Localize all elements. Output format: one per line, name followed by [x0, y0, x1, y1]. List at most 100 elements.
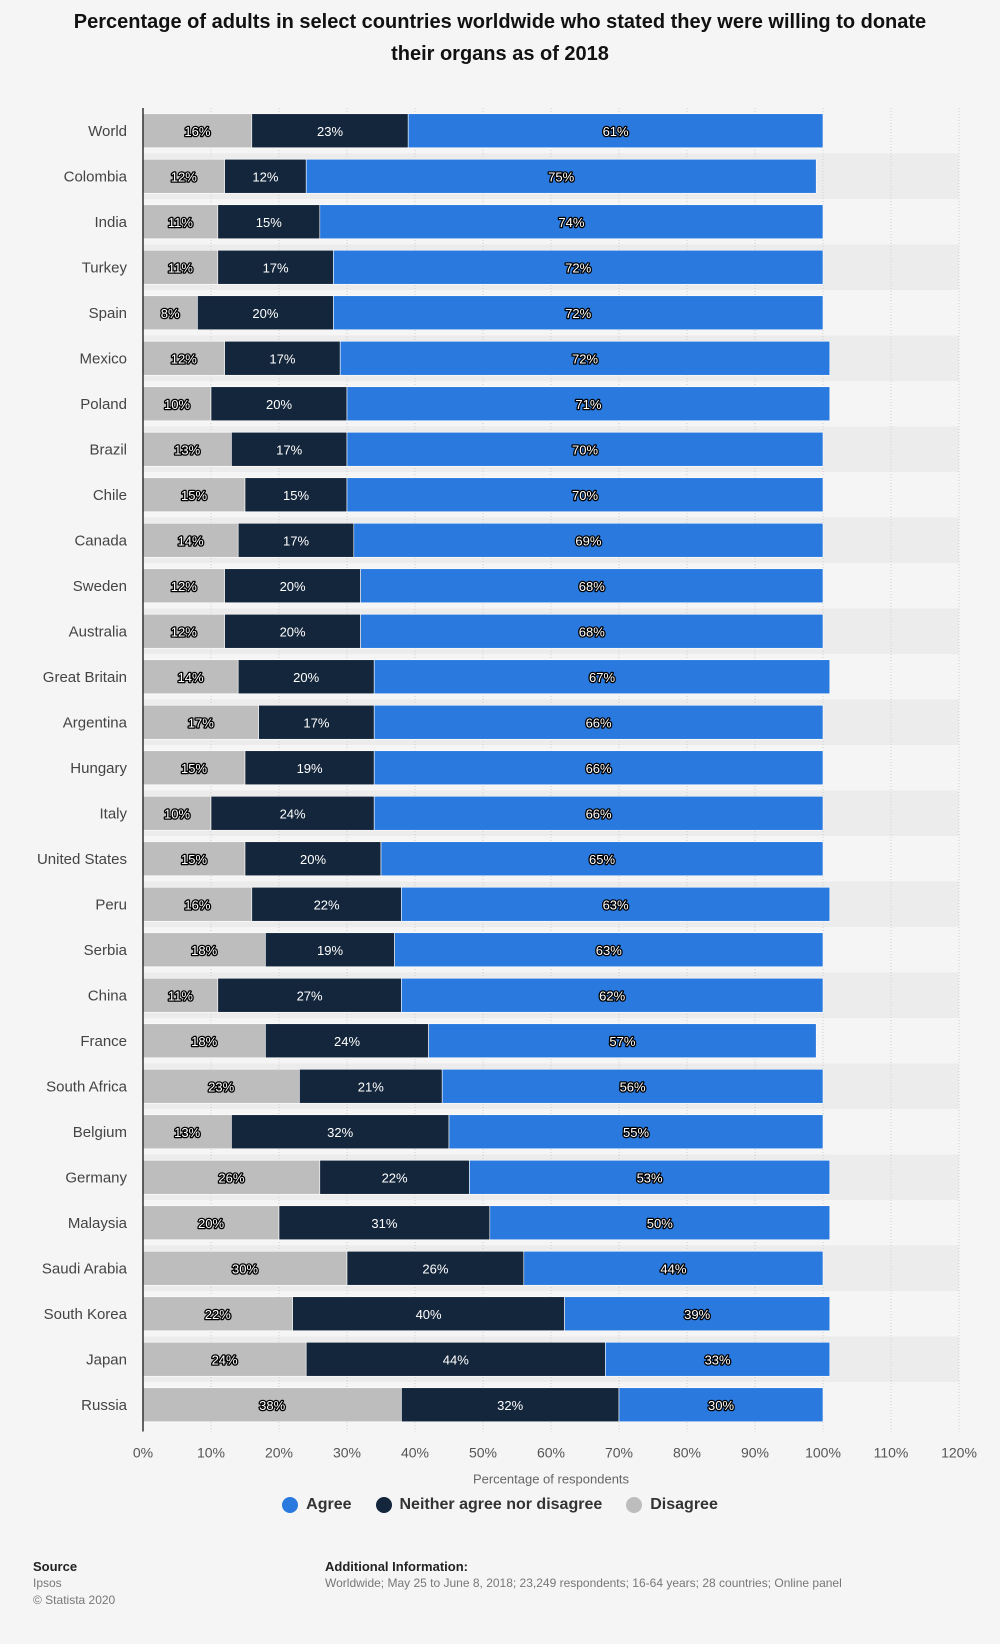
legend-marker-agree — [282, 1497, 299, 1513]
bar-neither — [244, 477, 348, 513]
data-label-disagree: 16% — [184, 124, 210, 139]
data-label-disagree: 10% — [164, 806, 190, 821]
category-label: Brazil — [89, 441, 127, 458]
bar-agree — [394, 932, 824, 968]
data-label-disagree: 23% — [208, 1079, 234, 1094]
bar-agree — [441, 1068, 824, 1104]
bar-disagree — [142, 613, 225, 649]
category-label: Turkey — [82, 259, 128, 276]
data-label-agree: 50% — [647, 1216, 673, 1231]
x-tick-label: 30% — [333, 1445, 361, 1461]
source-name[interactable]: Ipsos — [33, 1576, 62, 1590]
category-label: South Korea — [44, 1306, 128, 1323]
bar-disagree — [142, 295, 198, 331]
additional-info-text: Worldwide; May 25 to June 8, 2018; 23,24… — [325, 1576, 842, 1590]
x-tick-label: 120% — [941, 1445, 977, 1461]
source-label: Source — [33, 1559, 78, 1574]
data-label-neither: 40% — [416, 1307, 442, 1322]
data-label-neither: 20% — [293, 670, 319, 685]
data-label-disagree: 15% — [181, 488, 207, 503]
bar-agree — [360, 568, 824, 604]
category-label: Malaysia — [68, 1215, 128, 1232]
category-label: France — [80, 1033, 127, 1050]
data-label-agree: 44% — [660, 1261, 686, 1276]
bar-neither — [258, 704, 375, 740]
bar-agree — [346, 477, 824, 513]
data-label-neither: 20% — [280, 624, 306, 639]
data-label-agree: 70% — [572, 442, 598, 457]
bar-neither — [251, 886, 402, 922]
bar-neither — [197, 295, 334, 331]
bar-neither — [224, 340, 341, 376]
legend-label-agree: Agree — [306, 1496, 352, 1513]
data-label-neither: 20% — [266, 397, 292, 412]
data-label-agree: 57% — [609, 1034, 635, 1049]
bar-disagree — [142, 522, 239, 558]
stacked-bar-chart: World 16% 23% 61% Colombia 12% 12% 75% India 11% 1… — [37, 108, 977, 1487]
bar-neither — [217, 204, 321, 240]
bar-disagree — [142, 1205, 280, 1241]
category-label: Japan — [86, 1351, 127, 1368]
legend-marker-neither — [375, 1497, 392, 1513]
bar-agree — [333, 249, 824, 285]
data-label-disagree: 17% — [188, 715, 214, 730]
data-label-agree: 66% — [586, 715, 612, 730]
data-label-disagree: 11% — [168, 260, 193, 275]
data-label-agree: 66% — [586, 761, 612, 776]
legend-marker-disagree — [626, 1497, 643, 1513]
data-label-disagree: 24% — [212, 1352, 238, 1367]
data-label-neither: 15% — [256, 215, 282, 230]
data-label-neither: 17% — [303, 715, 329, 730]
copyright: © Statista 2020 — [33, 1593, 116, 1607]
data-label-neither: 17% — [276, 442, 302, 457]
data-label-agree: 39% — [684, 1307, 710, 1322]
category-label: Australia — [69, 623, 128, 640]
bar-agree — [618, 1387, 824, 1423]
bar-disagree — [142, 932, 266, 968]
bar-agree — [489, 1205, 831, 1241]
bar-agree — [319, 204, 824, 240]
category-label: Canada — [74, 532, 127, 549]
data-label-neither: 19% — [297, 761, 323, 776]
bar-disagree — [142, 113, 253, 149]
data-label-agree: 75% — [548, 169, 574, 184]
data-label-agree: 71% — [575, 397, 601, 412]
data-label-disagree: 12% — [171, 624, 197, 639]
legend-label-neither: Neither agree nor disagree — [399, 1496, 603, 1513]
bar-agree — [339, 340, 831, 376]
category-label: Italy — [99, 805, 127, 822]
bar-neither — [244, 841, 382, 877]
data-label-disagree: 13% — [174, 1125, 200, 1140]
category-label: Great Britain — [43, 669, 127, 686]
bar-neither — [251, 113, 409, 149]
legend-item-disagree[interactable]: Disagree — [626, 1496, 718, 1514]
category-label: Saudi Arabia — [42, 1260, 128, 1277]
bar-neither — [224, 568, 361, 604]
legend-item-neither[interactable]: Neither agree nor disagree — [375, 1496, 603, 1514]
bar-agree — [469, 1159, 831, 1195]
bar-agree — [380, 841, 824, 877]
data-label-disagree: 38% — [259, 1398, 285, 1413]
data-label-disagree: 14% — [178, 670, 204, 685]
data-label-disagree: 30% — [232, 1261, 258, 1276]
bar-neither — [231, 1114, 450, 1150]
category-label: Colombia — [64, 168, 128, 185]
legend-label-disagree: Disagree — [650, 1496, 718, 1513]
bar-disagree — [142, 886, 253, 922]
x-tick-label: 40% — [401, 1445, 429, 1461]
bar-disagree — [142, 340, 225, 376]
bar-neither — [292, 1296, 565, 1332]
data-label-neither: 24% — [280, 806, 306, 821]
data-label-disagree: 14% — [178, 533, 204, 548]
category-label: Argentina — [63, 714, 128, 731]
x-tick-label: 10% — [197, 1445, 225, 1461]
bar-disagree — [142, 158, 225, 194]
data-label-disagree: 12% — [171, 351, 197, 366]
data-label-agree: 62% — [599, 988, 625, 1003]
data-label-agree: 33% — [705, 1352, 731, 1367]
source-block: Source Ipsos © Statista 2020 — [33, 1558, 115, 1609]
category-label: World — [88, 123, 127, 140]
x-tick-label: 100% — [805, 1445, 841, 1461]
data-label-neither: 17% — [263, 260, 289, 275]
legend-item-agree[interactable]: Agree — [282, 1496, 352, 1514]
